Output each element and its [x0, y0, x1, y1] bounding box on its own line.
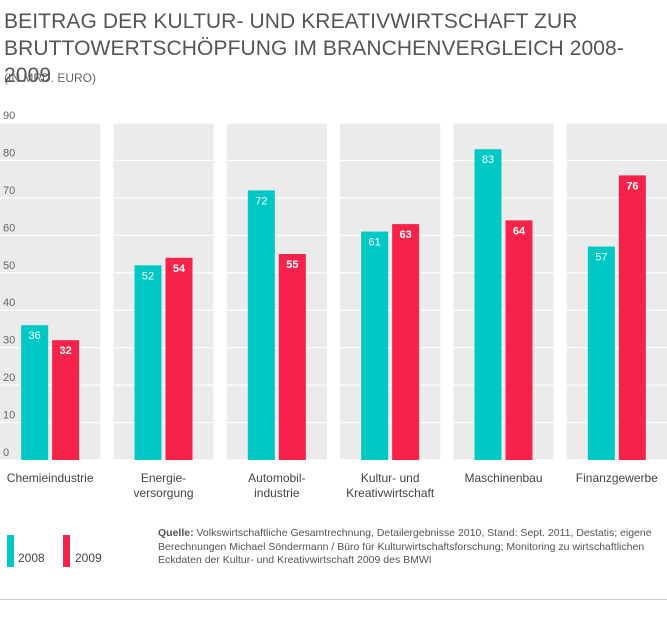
category-label: Automobil-industrie: [248, 471, 305, 500]
bar-2009: [505, 220, 533, 460]
legend-label-2009: 2009: [75, 551, 102, 565]
category-panel: [453, 123, 554, 460]
data-label: 61: [369, 237, 381, 249]
category-label: Maschinenbau: [464, 471, 542, 485]
y-tick-label: 30: [3, 335, 15, 347]
data-label: 72: [255, 195, 267, 207]
category-panel: [226, 123, 327, 460]
source-label: Quelle:: [158, 527, 194, 539]
bar-2008: [361, 231, 389, 460]
y-tick-label: 40: [3, 297, 15, 309]
y-tick-label: 0: [3, 447, 9, 459]
y-tick-label: 90: [3, 110, 15, 122]
data-label: 55: [286, 259, 298, 271]
legend-swatch-2009: [63, 535, 70, 567]
category-panel: [566, 123, 667, 460]
category-label-line: Chemieindustrie: [7, 471, 94, 485]
data-label: 32: [60, 345, 72, 357]
legend-label-2008: 2008: [18, 551, 45, 565]
category-label: Energie-versorgung: [133, 471, 193, 500]
bar-2008: [587, 246, 615, 460]
category-panel: [113, 123, 214, 460]
category-label-line: Automobil-: [248, 471, 305, 485]
data-label: 64: [513, 225, 526, 237]
data-label: 76: [626, 180, 638, 192]
bottom-divider: [0, 599, 667, 600]
category-label-line: Kultur- und: [361, 471, 420, 485]
category-label-line: Finanzgewerbe: [576, 471, 658, 485]
category-label-line: versorgung: [133, 486, 193, 500]
bar-2008: [474, 149, 502, 460]
y-tick-label: 70: [3, 185, 15, 197]
data-label: 52: [142, 270, 154, 282]
category-label: Kultur- und Kreativwirtschaft: [346, 471, 435, 500]
category-label-line: Maschinenbau: [464, 471, 542, 485]
bar-chart: 0 10 20 30 40 50 60 70 80 90 36 52 72 61 83 57 32 54 55 63 6…: [0, 110, 667, 500]
bar-2009: [392, 224, 420, 460]
category-label: Finanzgewerbe: [576, 471, 658, 485]
bar-2008: [247, 190, 275, 460]
bar-2008: [134, 265, 162, 460]
data-label: 63: [400, 229, 412, 241]
source-text: Volkswirtschaftliche Gesamtrechnung, Det…: [158, 527, 652, 566]
y-tick-label: 20: [3, 372, 15, 384]
category-label-line: industrie: [254, 486, 300, 500]
y-tick-label: 60: [3, 222, 15, 234]
data-label: 36: [29, 330, 41, 342]
y-tick-label: 80: [3, 147, 15, 159]
chart-title: BEITRAG DER KULTUR- UND KREATIVWIRTSCHAF…: [4, 10, 624, 87]
bar-2009: [165, 257, 193, 460]
category-panel: [340, 123, 441, 460]
source-note: Quelle: Volkswirtschaftliche Gesamtrechn…: [158, 527, 658, 568]
bar-2009: [618, 175, 646, 460]
category-label: Chemieindustrie: [7, 471, 94, 485]
data-label: 57: [595, 252, 607, 264]
chart-subtitle: (IN MRD. EURO): [4, 71, 96, 85]
category-panel: [0, 123, 101, 460]
bar-2008: [21, 325, 49, 460]
legend-swatch-2008: [7, 535, 14, 567]
data-label: 54: [173, 263, 186, 275]
category-label-line: Kreativwirtschaft: [346, 486, 435, 500]
y-tick-label: 10: [3, 410, 15, 422]
bar-2009: [278, 254, 306, 460]
y-tick-label: 50: [3, 260, 15, 272]
data-label: 83: [482, 154, 494, 166]
category-label-line: Energie-: [141, 471, 186, 485]
bar-2009: [52, 340, 80, 460]
